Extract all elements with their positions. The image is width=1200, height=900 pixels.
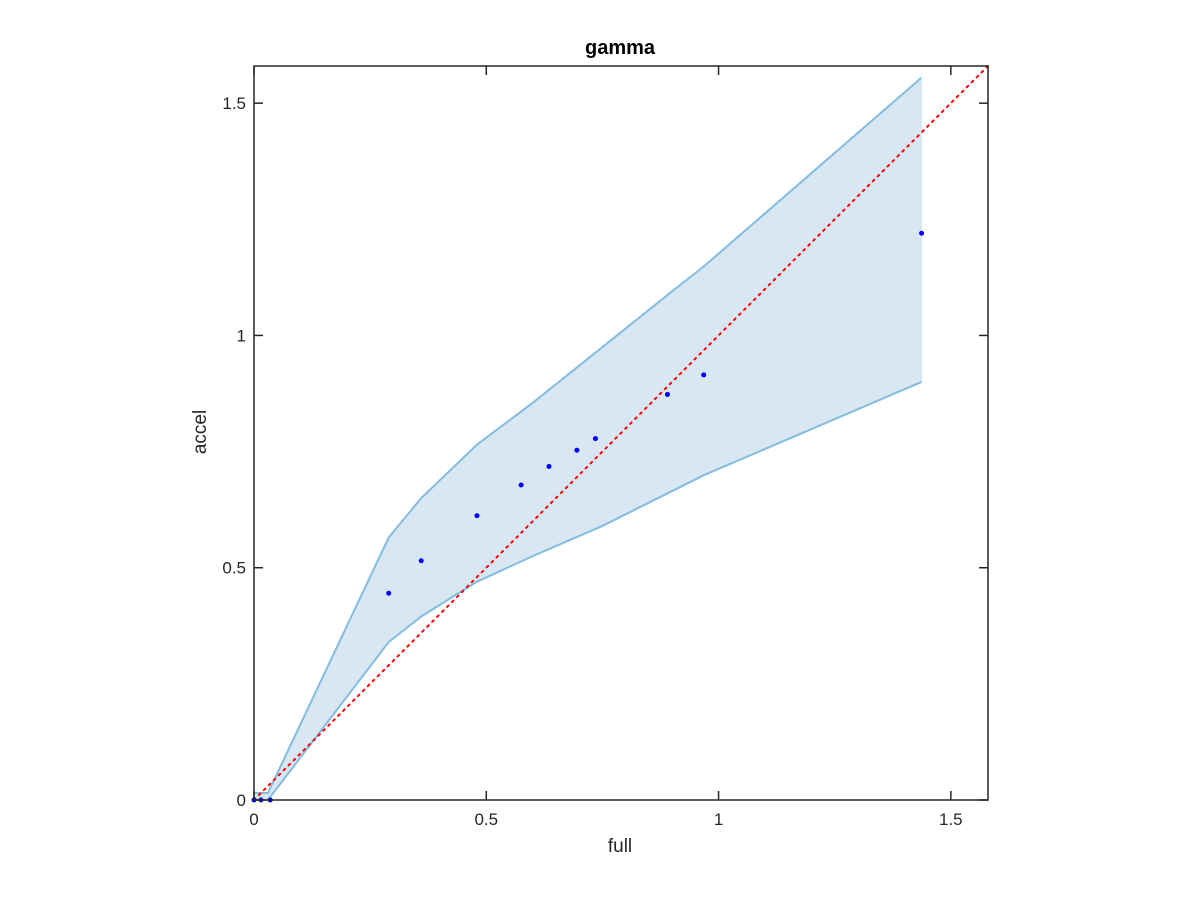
y-axis-label: accel xyxy=(190,410,211,454)
reference-line xyxy=(253,65,989,801)
band-lower-line xyxy=(254,380,922,801)
data-points-layer xyxy=(251,230,925,803)
data-point xyxy=(664,391,670,397)
x-tick-label: 0.5 xyxy=(474,810,498,829)
band-fill xyxy=(254,77,922,801)
data-point xyxy=(518,482,524,488)
x-axis-label: full xyxy=(608,836,632,857)
data-point xyxy=(919,230,925,236)
axes-box xyxy=(253,65,989,801)
x-tick-label: 1.5 xyxy=(939,810,963,829)
x-tick-label: 0 xyxy=(249,810,258,829)
axes-layer: 0 0.5 1 1.5 0 0.5 1 1.5 xyxy=(222,65,989,829)
y-tick-label: 1 xyxy=(237,326,246,345)
y-tick-label: 0 xyxy=(237,791,246,810)
confidence-band-layer xyxy=(254,76,923,801)
y-tick-label: 1.5 xyxy=(222,94,246,113)
data-point xyxy=(701,372,707,378)
data-point xyxy=(546,463,552,469)
chart-title: gamma xyxy=(585,37,656,59)
reference-line-layer xyxy=(253,65,989,801)
x-tick-label: 1 xyxy=(714,810,723,829)
data-point xyxy=(386,590,392,596)
data-point xyxy=(574,447,580,453)
data-point xyxy=(592,436,598,442)
y-tick-label: 0.5 xyxy=(222,559,246,578)
data-point xyxy=(418,558,424,564)
band-upper-line xyxy=(254,76,923,795)
data-point xyxy=(474,513,480,519)
